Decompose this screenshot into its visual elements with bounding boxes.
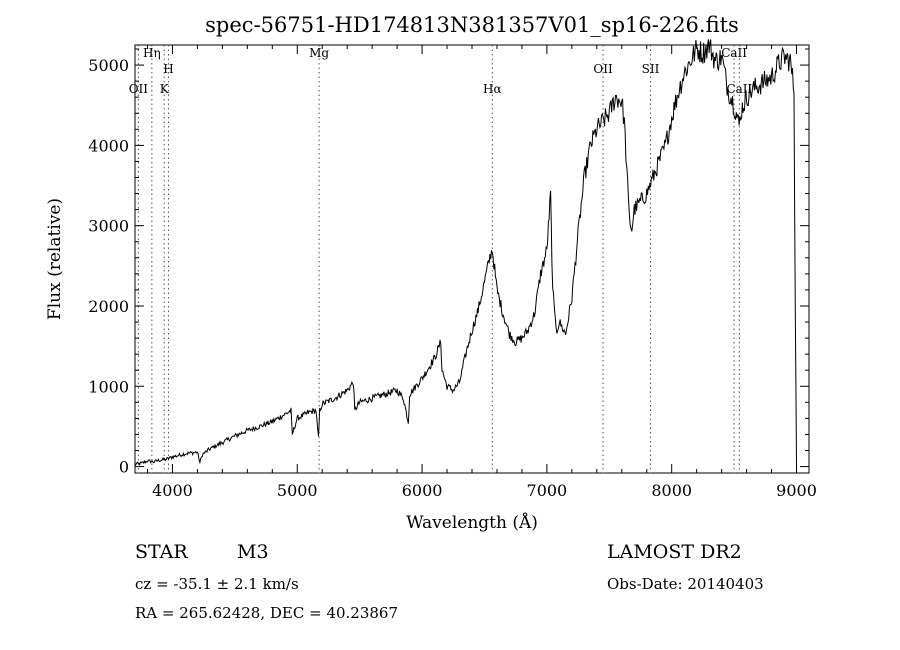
y-tick-label: 3000	[88, 217, 129, 236]
x-tick-label: 4000	[152, 481, 193, 500]
spectral-line-label: OII	[593, 62, 613, 76]
spectral-line-label: SII	[642, 62, 660, 76]
y-tick-label: 2000	[88, 297, 129, 316]
spectral-line-label: Mg	[309, 46, 329, 60]
y-tick-label: 1000	[88, 377, 129, 396]
x-axis-label: Wavelength (Å)	[406, 512, 538, 533]
spectral-line-label: K	[160, 82, 170, 96]
x-tick-label: 6000	[402, 481, 443, 500]
spectral-line-markers: Hη OII HK Mg Hα OII SII CaII CaII	[129, 45, 753, 473]
x-tick-label: 7000	[527, 481, 568, 500]
observation-date: Obs-Date: 20140403	[607, 575, 764, 593]
spectral-line-label: OII	[129, 82, 149, 96]
y-tick-label: 5000	[88, 56, 129, 75]
survey-name: LAMOST DR2	[607, 541, 742, 563]
y-axis-ticks: 0 1000 2000 3000 4000 5000	[88, 48, 809, 477]
x-tick-label: 8000	[651, 481, 692, 500]
spectral-line-label: Hη	[143, 46, 161, 60]
spectral-line-label: CaII	[721, 46, 747, 60]
x-tick-label: 5000	[277, 481, 318, 500]
plot-frame	[134, 44, 810, 474]
spectral-line-label: Hα	[483, 82, 502, 96]
spectrum-line	[134, 39, 797, 467]
x-axis-ticks: 4000 5000 6000 7000 8000 9000	[146, 45, 817, 500]
redshift-velocity: cz = -35.1 ± 2.1 km/s	[135, 575, 299, 593]
spectral-line-label: H	[163, 62, 173, 76]
object-type: STAR	[135, 541, 188, 563]
y-axis-label: Flux (relative)	[45, 198, 65, 320]
object-subclass: M3	[237, 541, 269, 563]
y-tick-label: 0	[119, 458, 129, 477]
spectral-line-label: CaII	[726, 82, 752, 96]
sky-coordinates: RA = 265.62428, DEC = 40.23867	[135, 604, 399, 622]
x-tick-label: 9000	[776, 481, 817, 500]
y-tick-label: 4000	[88, 136, 129, 155]
chart-title: spec-56751-HD174813N381357V01_sp16-226.f…	[205, 13, 739, 37]
